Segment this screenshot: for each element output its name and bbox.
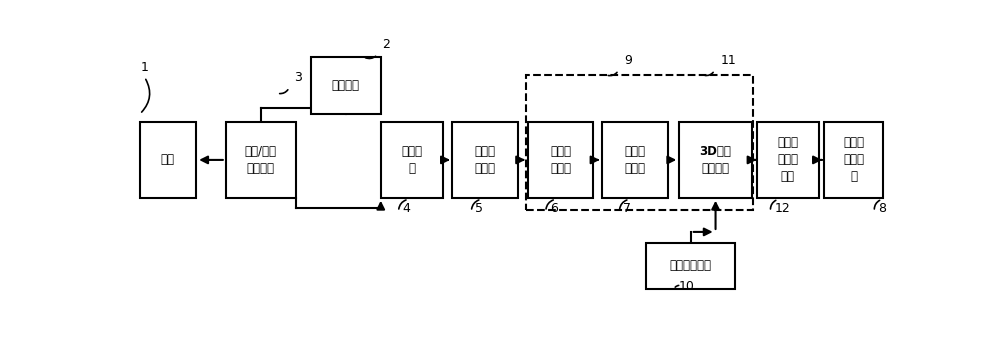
Text: 8: 8 [878,202,886,215]
Bar [528,122,593,198]
Text: 5: 5 [475,202,483,215]
Bar [226,122,296,198]
Text: 2: 2 [382,38,390,51]
Text: 10: 10 [678,280,694,293]
Text: 7: 7 [623,202,631,215]
Bar [452,122,518,198]
Bar [526,75,753,210]
Text: 6: 6 [550,202,558,215]
Bar [757,122,819,198]
Text: 接收电
路: 接收电 路 [401,145,422,175]
Bar [311,56,381,114]
Bar [824,122,883,198]
Bar [140,122,196,198]
Bar [646,243,735,289]
Text: 信号处
理模块: 信号处 理模块 [550,145,571,175]
Text: 显示屏
显示装
置: 显示屏 显示装 置 [843,136,864,183]
Text: 发射电路: 发射电路 [332,79,360,92]
Text: 波束合
成模块: 波束合 成模块 [475,145,496,175]
Text: 12: 12 [774,202,790,215]
Text: 探头: 探头 [161,153,175,166]
Text: 3: 3 [294,71,302,84]
Text: 11: 11 [720,54,736,67]
Bar [679,122,752,198]
Text: 3D图像
处理模块: 3D图像 处理模块 [700,145,731,175]
Text: 4: 4 [402,202,410,215]
Bar [381,122,443,198]
Text: 图像处
理模块: 图像处 理模块 [624,145,645,175]
Text: 1: 1 [140,61,148,73]
Text: 发射/接收
选择开关: 发射/接收 选择开关 [245,145,277,175]
Text: 视差图
像生成
模块: 视差图 像生成 模块 [777,136,798,183]
Text: 人机交互设备: 人机交互设备 [670,259,712,272]
Bar [602,122,668,198]
Text: 9: 9 [624,54,632,67]
